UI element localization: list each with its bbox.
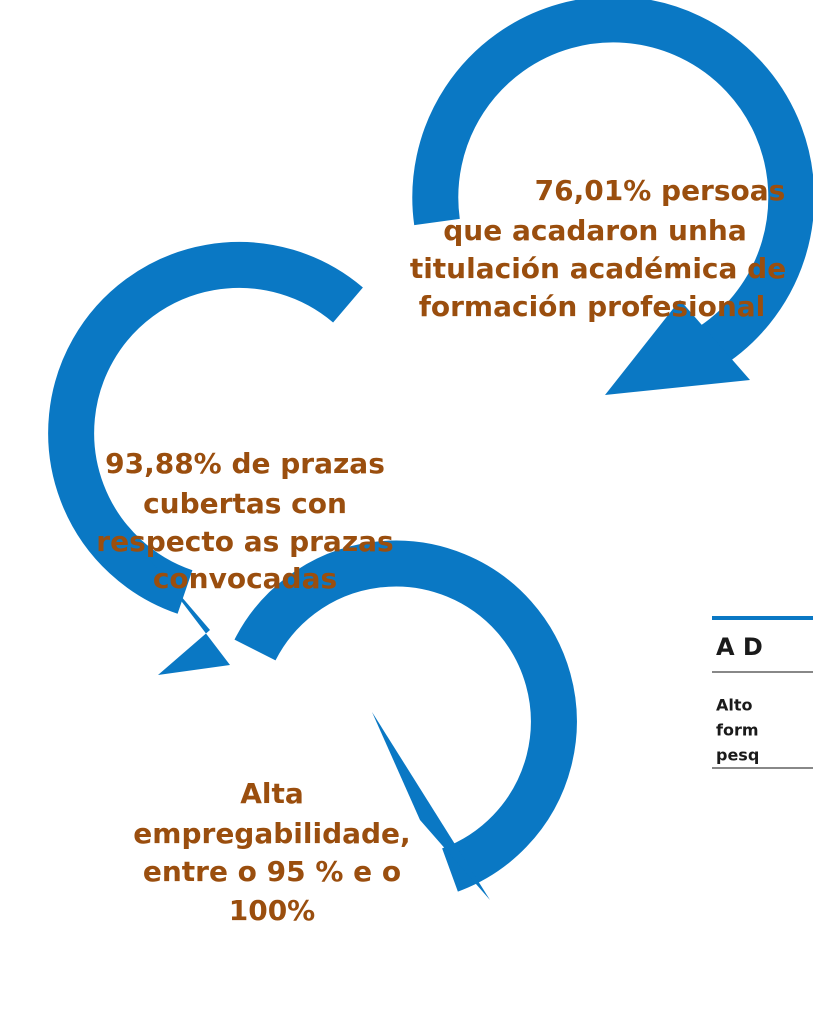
arrowhead: [372, 712, 490, 900]
node-label: 100%: [229, 894, 316, 927]
card: [712, 616, 813, 769]
arrowheads: [150, 300, 750, 900]
node-label: empregabilidade,: [133, 817, 410, 850]
node-label: titulación académica de: [410, 252, 786, 285]
arrowhead: [150, 560, 230, 675]
arrow-arc: [412, 0, 813, 370]
arrowhead: [605, 300, 750, 395]
node-label: 93,88% de prazas: [105, 447, 385, 480]
arrows: [48, 0, 813, 892]
card-line: pesq: [716, 746, 759, 765]
node-label: 76,01% persoas: [535, 174, 786, 207]
node-label: Alta: [240, 777, 304, 810]
node-label: que acadaron unha: [443, 214, 746, 247]
card-line: form: [716, 721, 759, 740]
card-title: A D: [716, 633, 763, 661]
node-label: formación profesional: [419, 290, 766, 323]
card-line: Alto: [716, 696, 753, 715]
node-label: respecto as prazas: [96, 525, 393, 558]
node-label: entre o 95 % e o: [143, 855, 401, 888]
node-label: cubertas con: [143, 487, 347, 520]
arrow-arc: [48, 241, 363, 614]
node-label: convocadas: [153, 562, 337, 595]
arrow-arc: [234, 540, 577, 892]
